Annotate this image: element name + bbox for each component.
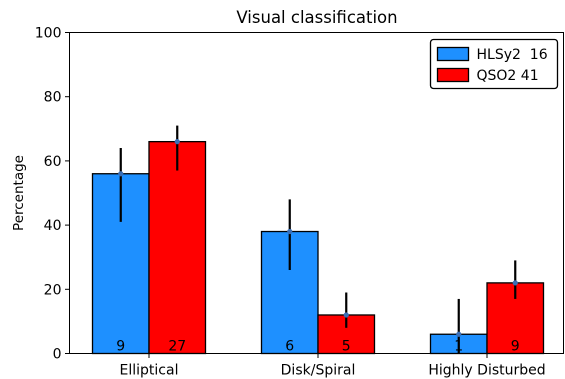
count-label-s1-c0: 27 [168, 339, 186, 355]
y-axis-label: Percentage [11, 155, 27, 231]
bar-s1-c0 [148, 140, 207, 355]
y-axis: 0 20 40 60 80 100 [35, 26, 70, 363]
y-tick-label-3: 60 [44, 154, 62, 170]
chart-title: Visual classification [236, 8, 397, 27]
y-tick-label-1: 20 [44, 282, 62, 298]
count-label-s0-c0: 9 [116, 339, 125, 355]
x-tick-label-1: Disk/Spiral [281, 363, 356, 379]
legend-swatch-1 [436, 67, 470, 83]
count-label-s1-c2: 9 [511, 339, 520, 355]
data-point-s1-c2 [512, 280, 518, 286]
legend-label-0: HLSy2 16 [477, 47, 548, 63]
x-tick-label-0: Elliptical [120, 363, 179, 379]
plot-frame [69, 32, 564, 354]
data-point-s1-c0 [174, 139, 180, 145]
data-point-s0-c0 [118, 171, 124, 177]
count-label-s0-c2: 1 [454, 339, 463, 355]
count-labels-layer: 9 6 1 27 5 9 [116, 339, 519, 355]
y-tick-label-5: 100 [35, 26, 62, 42]
data-point-s1-c1 [343, 312, 349, 318]
y-tick-label-4: 80 [44, 90, 62, 106]
legend-label-1: QSO2 41 [477, 68, 539, 84]
y-tick-label-0: 0 [53, 347, 62, 363]
bars-layer [91, 140, 545, 355]
legend-swatch-0 [436, 46, 470, 62]
data-point-s0-c2 [456, 331, 462, 337]
count-label-s1-c1: 5 [342, 339, 351, 355]
count-label-s0-c1: 6 [285, 339, 294, 355]
legend: HLSy2 16 QSO2 41 [429, 38, 559, 90]
x-tick-label-2: Highly Disturbed [428, 363, 545, 379]
data-point-s0-c1 [287, 228, 293, 235]
error-bars-layer [118, 125, 518, 354]
y-tick-label-2: 40 [44, 218, 62, 234]
x-axis: Elliptical Disk/Spiral Highly Disturbed [120, 353, 546, 379]
